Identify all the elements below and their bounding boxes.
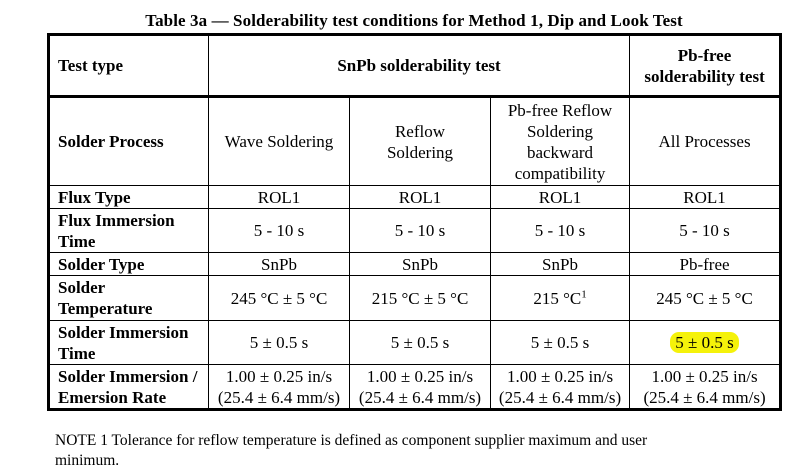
cell-flux-3: ROL1 [489,185,631,209]
cell-rate-2: 1.00 ± 0.25 in/s (25.4 ± 6.4 mm/s) [349,364,491,411]
table-note: NOTE 1 Tolerance for reflow temperature … [55,432,648,449]
cell-rate-4-line2: (25.4 ± 6.4 mm/s) [643,387,766,407]
cell-rate-2-line1: 1.00 ± 0.25 in/s [366,366,474,386]
table-row: Flux Immersion Time 5 - 10 s 5 - 10 s 5 … [47,208,783,253]
cell-temp-3-text: 215 °C [533,288,582,308]
cell-immersion-time-3: 5 ± 0.5 s [489,320,631,365]
row-label-flux-immersion-time: Flux Immersion Time [47,208,209,253]
cell-flux-2: ROL1 [349,185,491,209]
cell-flux-1: ROL1 [208,185,350,209]
row-label-solder-process: Solder Process [47,96,209,186]
row-label-solder-immersion-time: Solder Immersion Time [47,320,209,365]
cell-rate-3-line2: (25.4 ± 6.4 mm/s) [498,387,622,407]
table-row: Flux Type ROL1 ROL1 ROL1 ROL1 [47,185,783,209]
cell-rate-1: 1.00 ± 0.25 in/s (25.4 ± 6.4 mm/s) [208,364,350,411]
header-test-type: Test type [47,33,209,98]
header-pbfree-text: Pb-free solderability test [644,45,765,86]
cell-flux-time-4: 5 - 10 s [629,208,783,253]
cell-temp-1: 245 °C ± 5 °C [208,275,350,321]
cell-process-wave: Wave Soldering [208,96,350,186]
cell-solder-type-2: SnPb [349,252,491,276]
footnote-marker: 1 [581,287,587,300]
cell-rate-4: 1.00 ± 0.25 in/s (25.4 ± 6.4 mm/s) [629,364,783,411]
highlighted-value: 5 ± 0.5 s [670,332,739,353]
row-label-solder-type: Solder Type [47,252,209,276]
cell-flux-time-3: 5 - 10 s [489,208,631,253]
table-row: Solder Temperature 245 °C ± 5 °C 215 °C … [47,275,783,321]
header-row: Test type SnPb solderability test Pb-fre… [47,33,783,98]
row-label-solder-temperature: Solder Temperature [47,275,209,321]
header-pbfree: Pb-free solderability test [629,33,783,98]
cell-process-pbfree-reflow-text: Pb-free Reflow Soldering backward compat… [507,100,613,183]
table-row: Solder Type SnPb SnPb SnPb Pb-free [47,252,783,276]
cell-temp-3: 215 °C1 [489,275,631,321]
cell-immersion-time-1: 5 ± 0.5 s [208,320,350,365]
cell-process-all: All Processes [629,96,783,186]
cell-rate-1-line2: (25.4 ± 6.4 mm/s) [217,387,341,407]
cell-flux-time-1: 5 - 10 s [208,208,350,253]
cell-flux-time-2: 5 - 10 s [349,208,491,253]
cell-immersion-time-2: 5 ± 0.5 s [349,320,491,365]
cell-rate-4-line1: 1.00 ± 0.25 in/s [651,366,758,386]
cell-rate-3: 1.00 ± 0.25 in/s (25.4 ± 6.4 mm/s) [489,364,631,411]
row-label-flux-type: Flux Type [47,185,209,209]
cell-process-reflow: Reflow Soldering [349,96,491,186]
cell-rate-3-line1: 1.00 ± 0.25 in/s [506,366,614,386]
table-note-continued: minimum. [55,452,120,469]
table-row: Solder Immersion / Emersion Rate 1.00 ± … [47,364,783,411]
cell-immersion-time-4: 5 ± 0.5 s [629,320,783,365]
row-label-solder-rate: Solder Immersion / Emersion Rate [47,364,209,411]
cell-process-reflow-text: Reflow Soldering [386,121,454,162]
cell-solder-type-3: SnPb [489,252,631,276]
cell-rate-1-line1: 1.00 ± 0.25 in/s [225,366,333,386]
cell-process-pbfree-reflow: Pb-free Reflow Soldering backward compat… [489,96,631,186]
header-snpb: SnPb solderability test [207,33,631,98]
cell-solder-type-4: Pb-free [629,252,783,276]
cell-flux-4: ROL1 [629,185,783,209]
table-row: Solder Process Wave Soldering Reflow Sol… [47,96,783,186]
table-row: Solder Immersion Time 5 ± 0.5 s 5 ± 0.5 … [47,320,783,365]
solderability-table: Test type SnPb solderability test Pb-fre… [47,33,783,411]
cell-rate-2-line2: (25.4 ± 6.4 mm/s) [358,387,482,407]
table-caption: Table 3a — Solderability test conditions… [145,11,683,30]
cell-solder-type-1: SnPb [208,252,350,276]
cell-temp-2: 215 °C ± 5 °C [349,275,491,321]
cell-temp-4: 245 °C ± 5 °C [629,275,783,321]
